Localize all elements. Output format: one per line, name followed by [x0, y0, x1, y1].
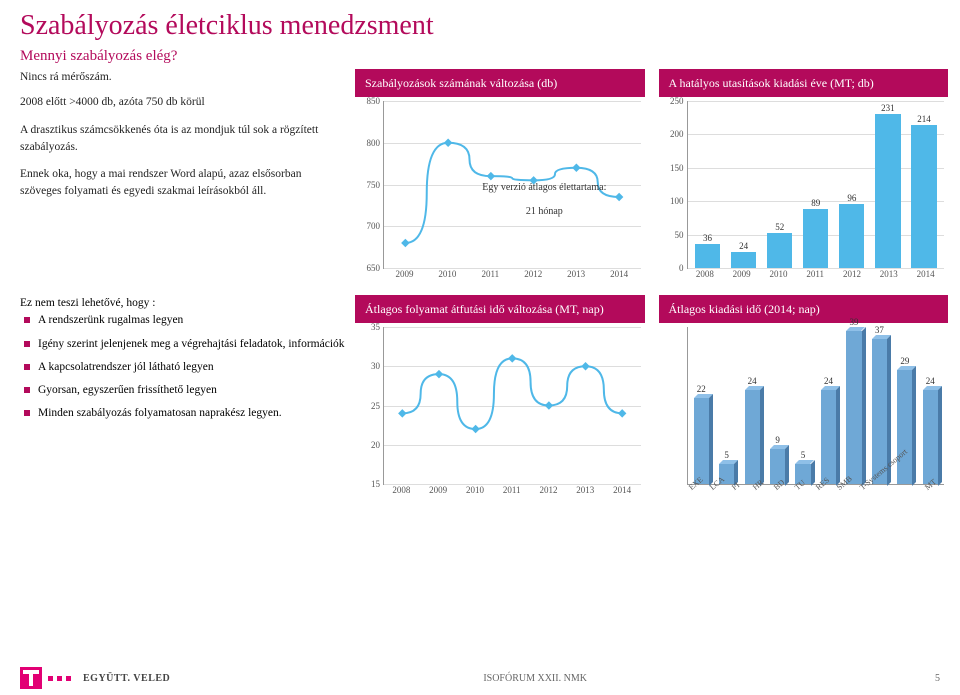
bullet-text: A kapcsolatrendszer jól látható legyen — [38, 359, 345, 376]
list-item: A kapcsolatrendszer jól látható legyen — [20, 359, 345, 376]
chart-2-title: A hatályos utasítások kiadási éve (MT; d… — [659, 69, 949, 97]
lower-intro: Ez nem teszi lehetővé, hogy : — [20, 295, 345, 312]
bullet-icon — [24, 364, 30, 370]
paragraph: 2008 előtt >4000 db, azóta 750 db körül — [20, 94, 345, 111]
bullet-icon — [24, 410, 30, 416]
bullet-text: Minden szabályozás folyamatosan naprakés… — [38, 405, 345, 422]
bullet-icon — [24, 341, 30, 347]
upper-row: Nincs rá mérőszám. 2008 előtt >4000 db, … — [0, 69, 960, 279]
chart-3-title: Átlagos folyamat átfutási idő változása … — [355, 295, 645, 323]
footer-center: ISOFÓRUM XXII. NMK — [170, 673, 900, 684]
chart-4-title: Átlagos kiadási idő (2014; nap) — [659, 295, 949, 323]
chart-1-title: Szabályozások számának változása (db) — [355, 69, 645, 97]
lower-row: Ez nem teszi lehetővé, hogy : A rendszer… — [0, 285, 960, 515]
footer-page: 5 — [900, 673, 940, 684]
bullet-text: Gyorsan, egyszerűen frissíthető legyen — [38, 382, 345, 399]
chart-3: Átlagos folyamat átfutási idő változása … — [355, 295, 645, 515]
chart-2: A hatályos utasítások kiadási éve (MT; d… — [659, 69, 949, 279]
paragraph: Nincs rá mérőszám. — [20, 69, 345, 86]
paragraph: A drasztikus számcsökkenés óta is az mon… — [20, 122, 345, 157]
lower-charts: Átlagos folyamat átfutási idő változása … — [355, 295, 948, 515]
chart-1: Szabályozások számának változása (db) 65… — [355, 69, 645, 279]
list-item: Gyorsan, egyszerűen frissíthető legyen — [20, 382, 345, 399]
chart-1-canvas: 650700750800850Egy verzió átlagos életta… — [383, 101, 641, 269]
telekom-dots-icon — [48, 676, 71, 681]
page-title: Szabályozás életciklus menedzsment — [0, 0, 960, 48]
list-item: A rendszerünk rugalmas legyen — [20, 312, 345, 329]
bullet-text: Igény szerint jelenjenek meg a végrehajt… — [38, 336, 345, 353]
footer: EGYÜTT. VELED ISOFÓRUM XXII. NMK 5 — [0, 667, 960, 689]
subtitle: Mennyi szabályozás elég? — [0, 48, 960, 65]
footer-tagline: EGYÜTT. VELED — [83, 673, 170, 684]
lower-text-column: Ez nem teszi lehetővé, hogy : A rendszer… — [20, 295, 355, 515]
chart-1-xlabels: 200920102011201220132014 — [383, 269, 641, 279]
list-item: Igény szerint jelenjenek meg a végrehajt… — [20, 336, 345, 353]
upper-charts: Szabályozások számának változása (db) 65… — [355, 69, 948, 279]
list-item: Minden szabályozás folyamatosan naprakés… — [20, 405, 345, 422]
chart-2-canvas: 0501001502002503624528996231214 — [687, 101, 945, 269]
paragraph: Ennek oka, hogy a mai rendszer Word alap… — [20, 166, 345, 201]
left-text-column: Nincs rá mérőszám. 2008 előtt >4000 db, … — [20, 69, 355, 279]
bullet-icon — [24, 317, 30, 323]
telekom-logo-icon — [20, 667, 42, 689]
bullet-text: A rendszerünk rugalmas legyen — [38, 312, 345, 329]
chart-3-xlabels: 2008200920102011201220132014 — [383, 485, 641, 495]
bullet-icon — [24, 387, 30, 393]
chart-4-xlabels: EXELCAFIHRBDTURESSMBT-Systems csoportMT — [687, 485, 945, 515]
chart-2-xlabels: 2008200920102011201220132014 — [687, 269, 945, 279]
chart-4: Átlagos kiadási idő (2014; nap) 22524952… — [659, 295, 949, 515]
chart-3-canvas: 1520253035 — [383, 327, 641, 485]
